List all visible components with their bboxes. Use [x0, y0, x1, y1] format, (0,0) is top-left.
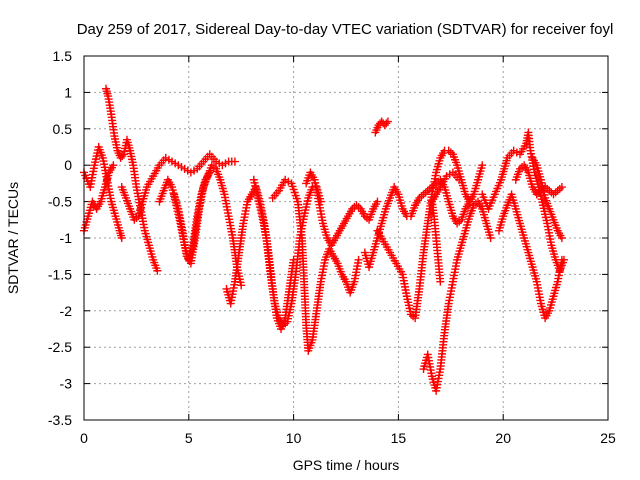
plot-frame — [83, 55, 609, 421]
series-arc-p — [427, 168, 464, 286]
series-arc-o — [406, 161, 487, 228]
x-tick-label: 0 — [80, 430, 88, 446]
data-point — [383, 117, 392, 126]
y-tick-label: -1.5 — [48, 266, 72, 282]
data-point — [354, 255, 363, 264]
data-point — [230, 157, 239, 166]
series-arc-i — [268, 175, 363, 355]
data-point — [551, 188, 560, 197]
y-tick-label: -1 — [60, 230, 73, 246]
data-point — [109, 161, 118, 170]
x-tick-label: 20 — [495, 430, 511, 446]
series-arc-q — [478, 128, 568, 275]
y-tick-label: -2 — [60, 303, 73, 319]
y-tick-label: 0.5 — [53, 121, 73, 137]
data-point — [553, 186, 562, 195]
series-arc-k — [360, 183, 411, 272]
series-arc-t — [528, 153, 566, 242]
y-tick-label: 1 — [64, 84, 72, 100]
y-tick-label: 0 — [64, 157, 72, 173]
data-point — [237, 281, 246, 290]
data-point — [118, 152, 127, 161]
y-tick-label: -3 — [60, 376, 73, 392]
series-arc-c — [102, 84, 162, 275]
grid — [84, 56, 608, 420]
data-points — [80, 84, 568, 395]
series-arc-r — [495, 190, 566, 323]
series-arc-d — [117, 150, 239, 224]
y-tick-label: -2.5 — [48, 339, 72, 355]
y-tick-label: 1.5 — [53, 48, 73, 64]
x-tick-label: 25 — [600, 430, 616, 446]
data-point — [549, 190, 558, 199]
data-point — [455, 175, 464, 184]
axis-ticks — [83, 55, 609, 421]
x-axis-title: GPS time / hours — [293, 457, 400, 473]
data-point — [117, 234, 126, 242]
chart-title: Day 259 of 2017, Sidereal Day-to-day VTE… — [77, 21, 614, 38]
data-point — [373, 197, 382, 206]
data-point — [555, 184, 564, 193]
y-tick-label: -3.5 — [48, 412, 72, 428]
data-point — [557, 255, 566, 264]
data-point — [545, 186, 554, 195]
data-point — [419, 190, 428, 199]
series-arc-f — [170, 161, 246, 290]
x-tick-label: 15 — [391, 430, 407, 446]
data-point — [557, 183, 566, 192]
data-point — [478, 161, 487, 170]
data-point — [557, 234, 566, 242]
data-point — [421, 188, 430, 197]
series-arc-s — [511, 161, 566, 199]
data-point — [382, 119, 391, 128]
series-arc-b — [80, 161, 118, 235]
x-tick-label: 5 — [185, 430, 193, 446]
series-arc-m — [373, 146, 474, 323]
y-tick-label: -0.5 — [48, 194, 72, 210]
series-arc-n — [419, 197, 495, 395]
series-arc-l — [371, 117, 392, 137]
series-arc-j — [302, 168, 382, 250]
axis-tick-labels: 0 5 10 15 20 25 1.5 1 0.5 0 -0.5 -1 -1.5 -2 -2.5 -3 -3.5 — [48, 48, 616, 446]
data-point — [486, 234, 495, 242]
x-tick-label: 10 — [286, 430, 302, 446]
y-axis-title: SDTVAR / TECUs — [5, 182, 21, 294]
data-point — [153, 266, 162, 275]
data-point — [352, 201, 361, 210]
